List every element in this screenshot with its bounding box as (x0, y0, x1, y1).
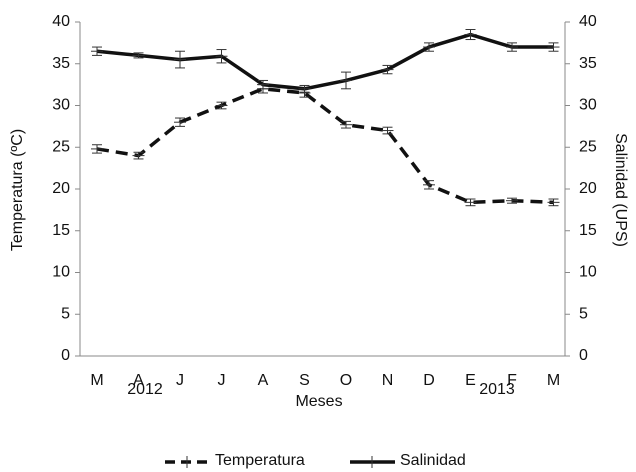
error-bar (464, 198, 477, 207)
x-tick-label: N (382, 372, 394, 389)
error-bar (257, 79, 269, 90)
y2-tick-label: 35 (579, 55, 597, 72)
y-tick-label: 30 (52, 97, 70, 114)
error-bar (506, 197, 518, 204)
error-bar (132, 52, 145, 59)
x-tick-label: J (176, 372, 184, 389)
x-tick-label: J (218, 372, 226, 389)
y-axis-title: Temperatura (ºC) (9, 129, 26, 251)
y-tick-label: 10 (52, 264, 70, 281)
error-bar (132, 151, 145, 160)
error-bar (381, 64, 394, 75)
y2-axis-title: Salinidad (UPS) (612, 133, 629, 247)
y-tick-label: 5 (61, 305, 70, 322)
error-bar (174, 117, 186, 127)
error-bar (464, 29, 477, 41)
x-tick-label: E (465, 372, 476, 389)
series-line (96, 32, 554, 91)
x-tick-label: S (299, 372, 310, 389)
y2-tick-label: 30 (579, 97, 597, 114)
error-bar (423, 42, 435, 52)
x-tick-label: O (340, 372, 352, 389)
y2-tick-label: 40 (579, 13, 597, 30)
x-tick-label: F (507, 372, 517, 389)
y-tick-label: 20 (52, 180, 70, 197)
y-tick-label: 0 (61, 347, 70, 364)
error-bar (91, 46, 103, 56)
error-bar (215, 49, 228, 64)
y2-tick-label: 0 (579, 347, 588, 364)
error-bar (381, 126, 394, 135)
error-bar (340, 120, 352, 129)
error-bar (506, 42, 518, 52)
y-tick-label: 40 (52, 13, 70, 30)
series-line (96, 87, 554, 205)
x-tick-label: A (258, 372, 269, 389)
y2-tick-label: 15 (579, 222, 597, 239)
y2-tick-label: 10 (579, 264, 597, 281)
y-tick-label: 25 (52, 138, 70, 155)
y-tick-label: 15 (52, 222, 70, 239)
error-bar (215, 101, 228, 110)
x-axis-title: Meses (295, 393, 342, 410)
y2-tick-label: 20 (579, 180, 597, 197)
error-bar (547, 198, 560, 207)
x-tick-label: M (90, 372, 103, 389)
y2-tick-label: 5 (579, 305, 588, 322)
y-tick-label: 35 (52, 55, 70, 72)
error-bar (298, 84, 311, 93)
y2-tick-label: 25 (579, 138, 597, 155)
year-label: 2013 (479, 381, 515, 398)
error-bar (547, 42, 560, 52)
x-tick-label: M (547, 372, 560, 389)
error-bar (340, 71, 352, 90)
legend-label: Salinidad (400, 452, 466, 469)
error-bar (174, 50, 186, 69)
legend-label: Temperatura (215, 452, 305, 469)
x-tick-label: A (133, 372, 144, 389)
year-label: 2012 (127, 381, 163, 398)
x-tick-label: D (423, 372, 435, 389)
error-bar (423, 180, 435, 190)
error-bar (91, 144, 103, 154)
